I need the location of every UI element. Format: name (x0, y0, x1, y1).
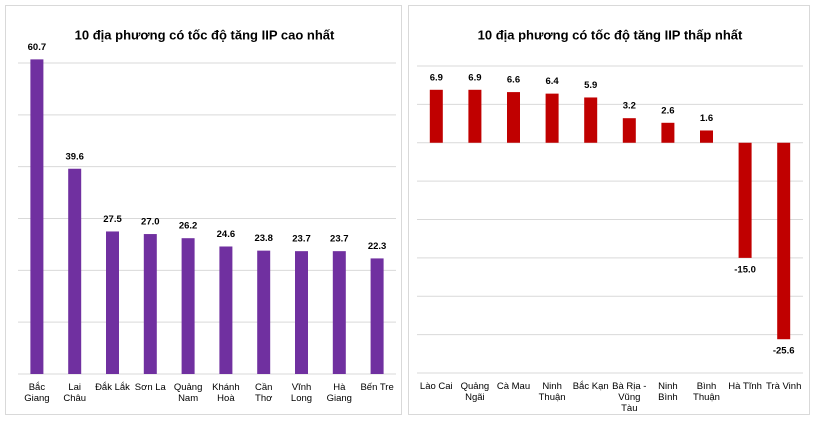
value-label: 39.6 (65, 151, 84, 162)
x-tick-label: Trà Vinh (765, 381, 802, 392)
value-label: 23.7 (330, 234, 349, 245)
bar (507, 92, 520, 143)
x-tick-label: Lào Cai (419, 381, 453, 392)
value-label: 24.6 (217, 229, 236, 240)
value-label: 6.6 (507, 75, 520, 86)
x-tick-label: Bắc Giang (24, 382, 50, 404)
value-label: 23.7 (292, 234, 311, 245)
x-tick-label: Lai Châu (63, 382, 87, 404)
value-label: 27.5 (103, 214, 122, 225)
value-label: 6.9 (430, 72, 443, 83)
chart: 10 địa phương có tốc độ tăng IIP thấp nh… (417, 27, 803, 374)
x-tick-label: Vĩnh Long (290, 382, 313, 404)
bar (181, 238, 195, 374)
x-tick-label: Ninh Bình (658, 381, 678, 403)
x-tick-label: Quảng Ngãi (460, 381, 490, 403)
value-label: 6.4 (545, 76, 559, 87)
bar (257, 250, 271, 374)
x-tick-label: Hà Tĩnh (728, 381, 762, 392)
bar (545, 93, 559, 143)
x-tick-label: Bình Thuận (693, 381, 720, 403)
value-label: 3.2 (623, 101, 636, 112)
x-tick-label: Đắk Lắk (95, 382, 130, 393)
chart: 10 địa phương có tốc độ tăng IIP cao nhấ… (18, 27, 396, 375)
value-label: 22.3 (368, 241, 387, 252)
bar (332, 251, 346, 374)
value-label: -25.6 (773, 346, 795, 357)
chart-title: 10 địa phương có tốc độ tăng IIP cao nhấ… (75, 27, 335, 42)
bar (68, 168, 82, 374)
value-label: 6.9 (468, 72, 481, 83)
x-tick-label: Sơn La (134, 382, 166, 393)
chart-panel: 10 địa phương có tốc độ tăng IIP thấp nh… (408, 5, 810, 415)
value-label: 1.6 (700, 113, 713, 124)
x-tick-label: Bến Tre (360, 382, 394, 393)
chart-title: 10 địa phương có tốc độ tăng IIP thấp nh… (478, 27, 743, 42)
bar (106, 231, 119, 374)
x-tick-label: Quảng Nam (173, 382, 203, 404)
bar (30, 59, 44, 374)
x-tick-label: Ninh Thuận (538, 381, 566, 403)
bar (777, 142, 791, 340)
bar (738, 142, 752, 258)
x-tick-label: Khánh Hoà (212, 382, 240, 404)
bar (219, 246, 233, 374)
x-tick-label: Bà Rịa - Vũng Tàu (612, 381, 647, 414)
bar (429, 89, 443, 143)
value-label: 2.6 (661, 105, 674, 116)
value-label: -15.0 (734, 264, 756, 275)
x-tick-label: Cà Mau (496, 381, 531, 392)
x-tick-label: Hà Giang (326, 382, 352, 404)
value-label: 23.8 (254, 233, 273, 244)
bar (622, 118, 636, 143)
x-tick-label: Bắc Kạn (572, 381, 609, 392)
value-label: 26.2 (179, 221, 198, 232)
bar (468, 89, 482, 143)
value-label: 5.9 (584, 80, 597, 91)
chart-panel: 10 địa phương có tốc độ tăng IIP cao nhấ… (5, 5, 402, 415)
value-label: 60.7 (28, 42, 47, 53)
bar (700, 130, 713, 143)
value-label: 27.0 (141, 217, 160, 228)
x-tick-label: Cần Thơ (254, 382, 273, 404)
bar (295, 251, 308, 374)
bar (143, 234, 157, 374)
bar (661, 122, 675, 143)
bar (584, 97, 598, 143)
bar (370, 258, 384, 374)
